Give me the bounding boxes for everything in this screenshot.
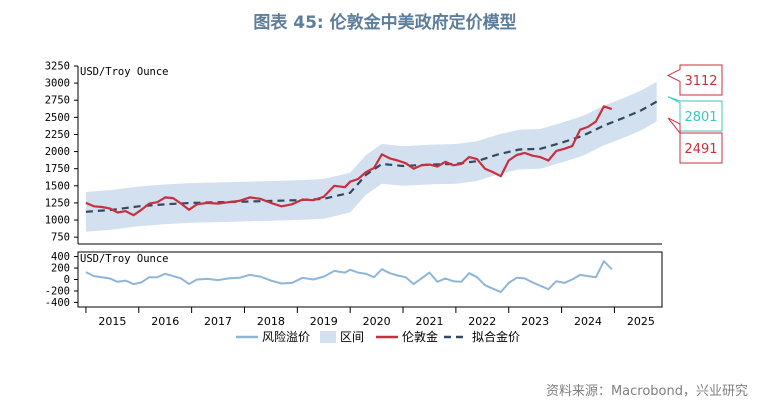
bottom-unit-label: USD/Troy Ounce [80,253,169,265]
callouts: 3112 2801 2491 [666,64,723,164]
bottom-y-tick-label: 200 [51,263,70,275]
top-y-tick-label: 3000 [45,78,70,90]
callout-label-lower: 2491 [684,142,717,157]
top-y-tick-label: 2750 [45,95,70,107]
callout-label-mid: 2801 [684,110,717,125]
x-year-label: 2025 [627,315,655,328]
callout-upper [666,64,723,96]
legend-label: 伦敦金 [402,329,438,344]
legend-label: 区间 [340,330,364,344]
risk-premium-series [85,260,613,294]
top-y-tick-label: 1750 [45,163,70,175]
band-series [85,81,657,232]
x-year-label: 2015 [98,315,126,328]
source-note: 资料来源：Macrobond，兴业研究 [545,384,748,399]
legend-label: 拟合金价 [472,329,520,344]
bottom-y-tick-label: 400 [51,251,70,263]
x-year-label: 2019 [310,315,338,328]
x-year-label: 2024 [574,315,602,328]
top-panel: 750 1000 1250 1500 1750 2000 2250 2500 2750 3000 3… [45,61,662,245]
x-year-label: 2021 [415,315,443,328]
top-y-tick-label: 2000 [45,146,70,158]
x-year-label: 2017 [204,315,232,328]
x-axis: 2015 2016 2017 2018 2019 2020 2021 2022 2023 2024… [85,307,655,328]
top-y-tick-label: 1000 [45,215,70,227]
gold-series [85,105,613,217]
x-year-label: 2023 [521,315,549,328]
top-unit-label: USD/Troy Ounce [80,66,169,78]
bottom-y-tick-label: -200 [45,285,70,297]
x-year-label: 2022 [468,315,496,328]
top-y-tick-label: 2250 [45,129,70,141]
x-year-label: 2018 [257,315,285,328]
legend-swatch-band [320,331,336,343]
top-y-tick-label: 750 [51,232,70,244]
top-y-tick-label: 2500 [45,112,70,124]
bottom-y-tick-label: -400 [45,297,70,309]
bottom-y-tick-label: 0 [64,274,70,286]
x-year-label: 2020 [363,315,391,328]
callout-lower [667,117,723,164]
top-y-tick-label: 1250 [45,197,70,209]
legend-label: 风险溢价 [262,329,310,344]
fit-series [85,100,658,213]
x-year-label: 2016 [151,315,179,328]
top-y-tick-label: 3250 [45,61,70,73]
callout-label-upper: 3112 [684,74,717,89]
legend: 风险溢价 区间 伦敦金 拟合金价 [236,329,520,344]
chart-title: 图表 45: 伦敦金中美政府定价模型 [253,13,517,33]
top-y-tick-label: 1500 [45,180,70,192]
